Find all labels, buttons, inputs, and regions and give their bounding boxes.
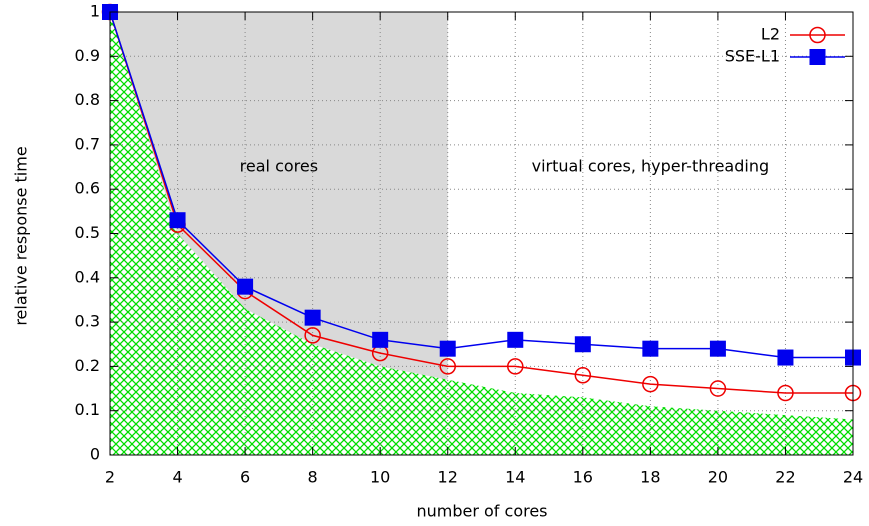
data-point: [642, 375, 659, 393]
annotation: real cores: [240, 157, 318, 176]
legend-label: SSE-L1: [725, 47, 780, 66]
data-point: [507, 331, 524, 348]
plot-frame: [109, 11, 854, 456]
y-tick-label: 1: [90, 2, 100, 21]
y-tick-label: 0.5: [75, 223, 100, 242]
data-point: [777, 349, 794, 366]
x-tick-label: 22: [775, 468, 795, 487]
data-point: [372, 331, 389, 348]
data-point: [574, 336, 591, 353]
data-point: [574, 367, 592, 384]
data-point: [439, 358, 456, 375]
y-tick-label: 0.2: [75, 356, 100, 375]
y-tick-label: 0.9: [75, 46, 100, 65]
x-tick-label: 6: [240, 468, 250, 487]
x-tick-label: 16: [573, 468, 593, 487]
x-tick-label: 24: [843, 468, 863, 487]
data-point: [169, 212, 186, 229]
data-point: [777, 384, 794, 402]
y-tick-label: 0.3: [75, 312, 100, 331]
legend-marker: [809, 26, 826, 44]
x-tick-label: 14: [505, 468, 525, 487]
annotation: virtual cores, hyper-threading: [532, 157, 770, 176]
x-tick-label: 8: [308, 468, 318, 487]
data-point: [304, 309, 321, 326]
data-point: [237, 278, 254, 295]
data-point: [709, 340, 726, 357]
legend-label: L2: [761, 25, 780, 44]
data-point: [507, 358, 524, 375]
x-tick-label: 4: [172, 468, 182, 487]
legend-marker: [809, 49, 826, 65]
y-tick-label: 0.8: [75, 90, 100, 109]
y-tick-label: 0.4: [75, 267, 100, 286]
y-tick-label: 0.7: [75, 134, 100, 153]
x-tick-label: 20: [708, 468, 728, 487]
data-point: [439, 340, 456, 357]
data-point: [709, 380, 727, 397]
x-tick-label: 2: [105, 468, 115, 487]
data-point: [304, 327, 321, 344]
y-tick-label: 0: [90, 445, 100, 464]
x-tick-label: 18: [640, 468, 660, 487]
y-axis-label: relative response time: [12, 146, 31, 325]
y-tick-label: 0.6: [75, 179, 100, 198]
series-line: [109, 11, 853, 394]
y-tick-label: 0.1: [75, 400, 100, 419]
hatched-area: [110, 12, 853, 455]
x-tick-label: 10: [370, 468, 390, 487]
x-axis-label: number of cores: [416, 502, 547, 521]
data-point: [642, 340, 659, 357]
series-line: [109, 11, 853, 359]
x-tick-label: 12: [438, 468, 458, 487]
